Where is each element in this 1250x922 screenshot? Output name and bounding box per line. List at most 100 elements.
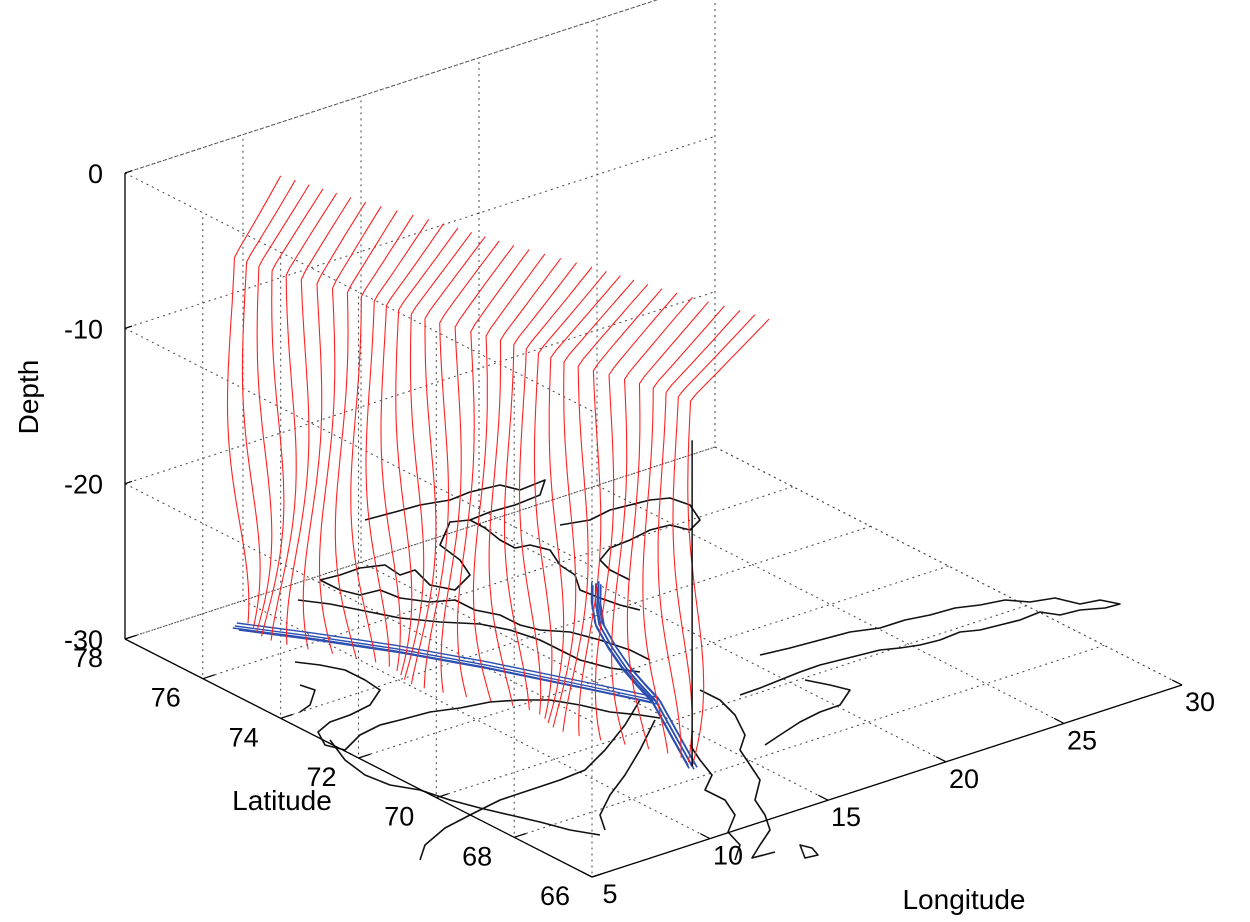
temperature-profile xyxy=(547,275,621,724)
temperature-profile xyxy=(256,184,310,633)
y-tick-mark xyxy=(202,674,215,680)
temperature-profile xyxy=(518,266,593,715)
coastline xyxy=(294,479,1121,861)
temperature-profile xyxy=(350,214,414,663)
temperature-profile xyxy=(286,197,352,645)
y-tick-mark xyxy=(591,872,604,878)
z-tick-mark xyxy=(124,170,133,174)
coastline-segment xyxy=(559,497,701,581)
temperature-profile xyxy=(657,310,741,758)
y-tick-label: 70 xyxy=(384,802,414,832)
temperature-profile xyxy=(642,305,725,754)
coastline-segment xyxy=(599,719,656,831)
grid-line xyxy=(591,411,1183,878)
track-line xyxy=(238,629,660,706)
temperature-profile xyxy=(578,288,663,737)
y-axis-title: Latitude xyxy=(232,785,332,816)
temperature-profile xyxy=(503,262,578,711)
x-tick-label: 30 xyxy=(1185,687,1215,717)
temperature-profile xyxy=(334,210,398,659)
coastline-segment xyxy=(764,679,851,746)
track-line xyxy=(236,622,658,699)
temperature-profile xyxy=(488,257,562,706)
z-tick-mark xyxy=(124,325,133,329)
temperature-profile xyxy=(472,253,546,702)
y-tick-label: 72 xyxy=(306,762,336,792)
grid-lines xyxy=(123,0,1183,878)
temperature-profile xyxy=(260,188,324,637)
x-axis-line xyxy=(591,684,1183,878)
z-tick-label: -10 xyxy=(64,314,103,344)
z-tick-label: 0 xyxy=(88,159,103,189)
grid-line xyxy=(242,134,711,840)
temperature-profile xyxy=(241,179,296,628)
temperature-profile xyxy=(687,318,770,767)
z-tick-mark xyxy=(124,480,133,485)
x-tick-mark xyxy=(699,833,711,840)
temperature-profile xyxy=(440,244,515,693)
x-tick-mark xyxy=(817,794,829,801)
temperature-profile xyxy=(318,206,382,654)
grid-line xyxy=(202,212,793,680)
temperature-profile xyxy=(533,270,607,719)
temperature-profile xyxy=(403,231,473,680)
track-line xyxy=(590,582,689,766)
grid-line xyxy=(358,292,949,759)
track-line xyxy=(232,627,654,704)
temperature-profile xyxy=(270,192,338,641)
x-tick-label: 5 xyxy=(602,879,617,909)
grid-line xyxy=(513,371,1105,838)
track-line xyxy=(234,625,656,702)
coastline-segment xyxy=(689,744,741,861)
temperature-profile xyxy=(380,223,445,672)
temperature-profile xyxy=(395,227,459,676)
grid-line xyxy=(123,0,659,412)
x-tick-mark xyxy=(1171,679,1183,686)
grid-line xyxy=(123,291,716,723)
x-tick-label: 25 xyxy=(1067,725,1097,755)
track-line xyxy=(596,586,695,770)
x-tick-mark xyxy=(935,756,947,763)
y-tick-label: 74 xyxy=(229,722,259,752)
y-tick-label: 76 xyxy=(151,683,181,713)
temperature-profile xyxy=(226,175,282,624)
temperature-profile xyxy=(552,279,635,728)
temperature-profile xyxy=(611,297,693,745)
track-lines xyxy=(232,581,698,770)
coastline-segment xyxy=(319,479,546,591)
y-tick-label: 66 xyxy=(540,881,570,911)
y-tick-label: 68 xyxy=(462,841,492,871)
grid-line xyxy=(478,57,947,763)
temperature-profile xyxy=(672,314,756,763)
temperature-profile xyxy=(365,218,430,667)
x-tick-label: 15 xyxy=(831,802,861,832)
x-tick-mark xyxy=(581,871,593,878)
z-tick-mark xyxy=(124,636,133,640)
coastline-segment xyxy=(799,844,819,859)
temperature-profiles xyxy=(226,175,770,767)
x-tick-mark xyxy=(1053,717,1065,724)
axis-ticks: 5 10 15 20 25 30 66 68 70 72 74 76 78 0 -10 -20 -30 xyxy=(64,159,1215,911)
temperature-profile xyxy=(302,201,367,650)
temperature-profile xyxy=(423,240,500,689)
y-tick-mark xyxy=(280,713,293,719)
y-tick-label: 78 xyxy=(73,643,103,673)
coastline-segment xyxy=(329,739,601,836)
grid-line xyxy=(714,0,1183,686)
track-line xyxy=(599,584,698,768)
y-tick-mark xyxy=(436,793,449,799)
coastline-segment xyxy=(297,599,641,673)
temperature-profile xyxy=(456,249,530,698)
y-tick-mark xyxy=(358,753,371,759)
temperature-profile xyxy=(594,292,678,741)
grid-line xyxy=(435,331,1027,799)
grid-line xyxy=(124,173,716,640)
coastline-segment xyxy=(294,661,661,751)
grid-line xyxy=(124,0,659,174)
temperature-profile xyxy=(562,284,649,732)
grid-line xyxy=(123,135,716,567)
temperature-profile xyxy=(626,301,709,750)
x-axis-title: Longitude xyxy=(902,884,1025,915)
